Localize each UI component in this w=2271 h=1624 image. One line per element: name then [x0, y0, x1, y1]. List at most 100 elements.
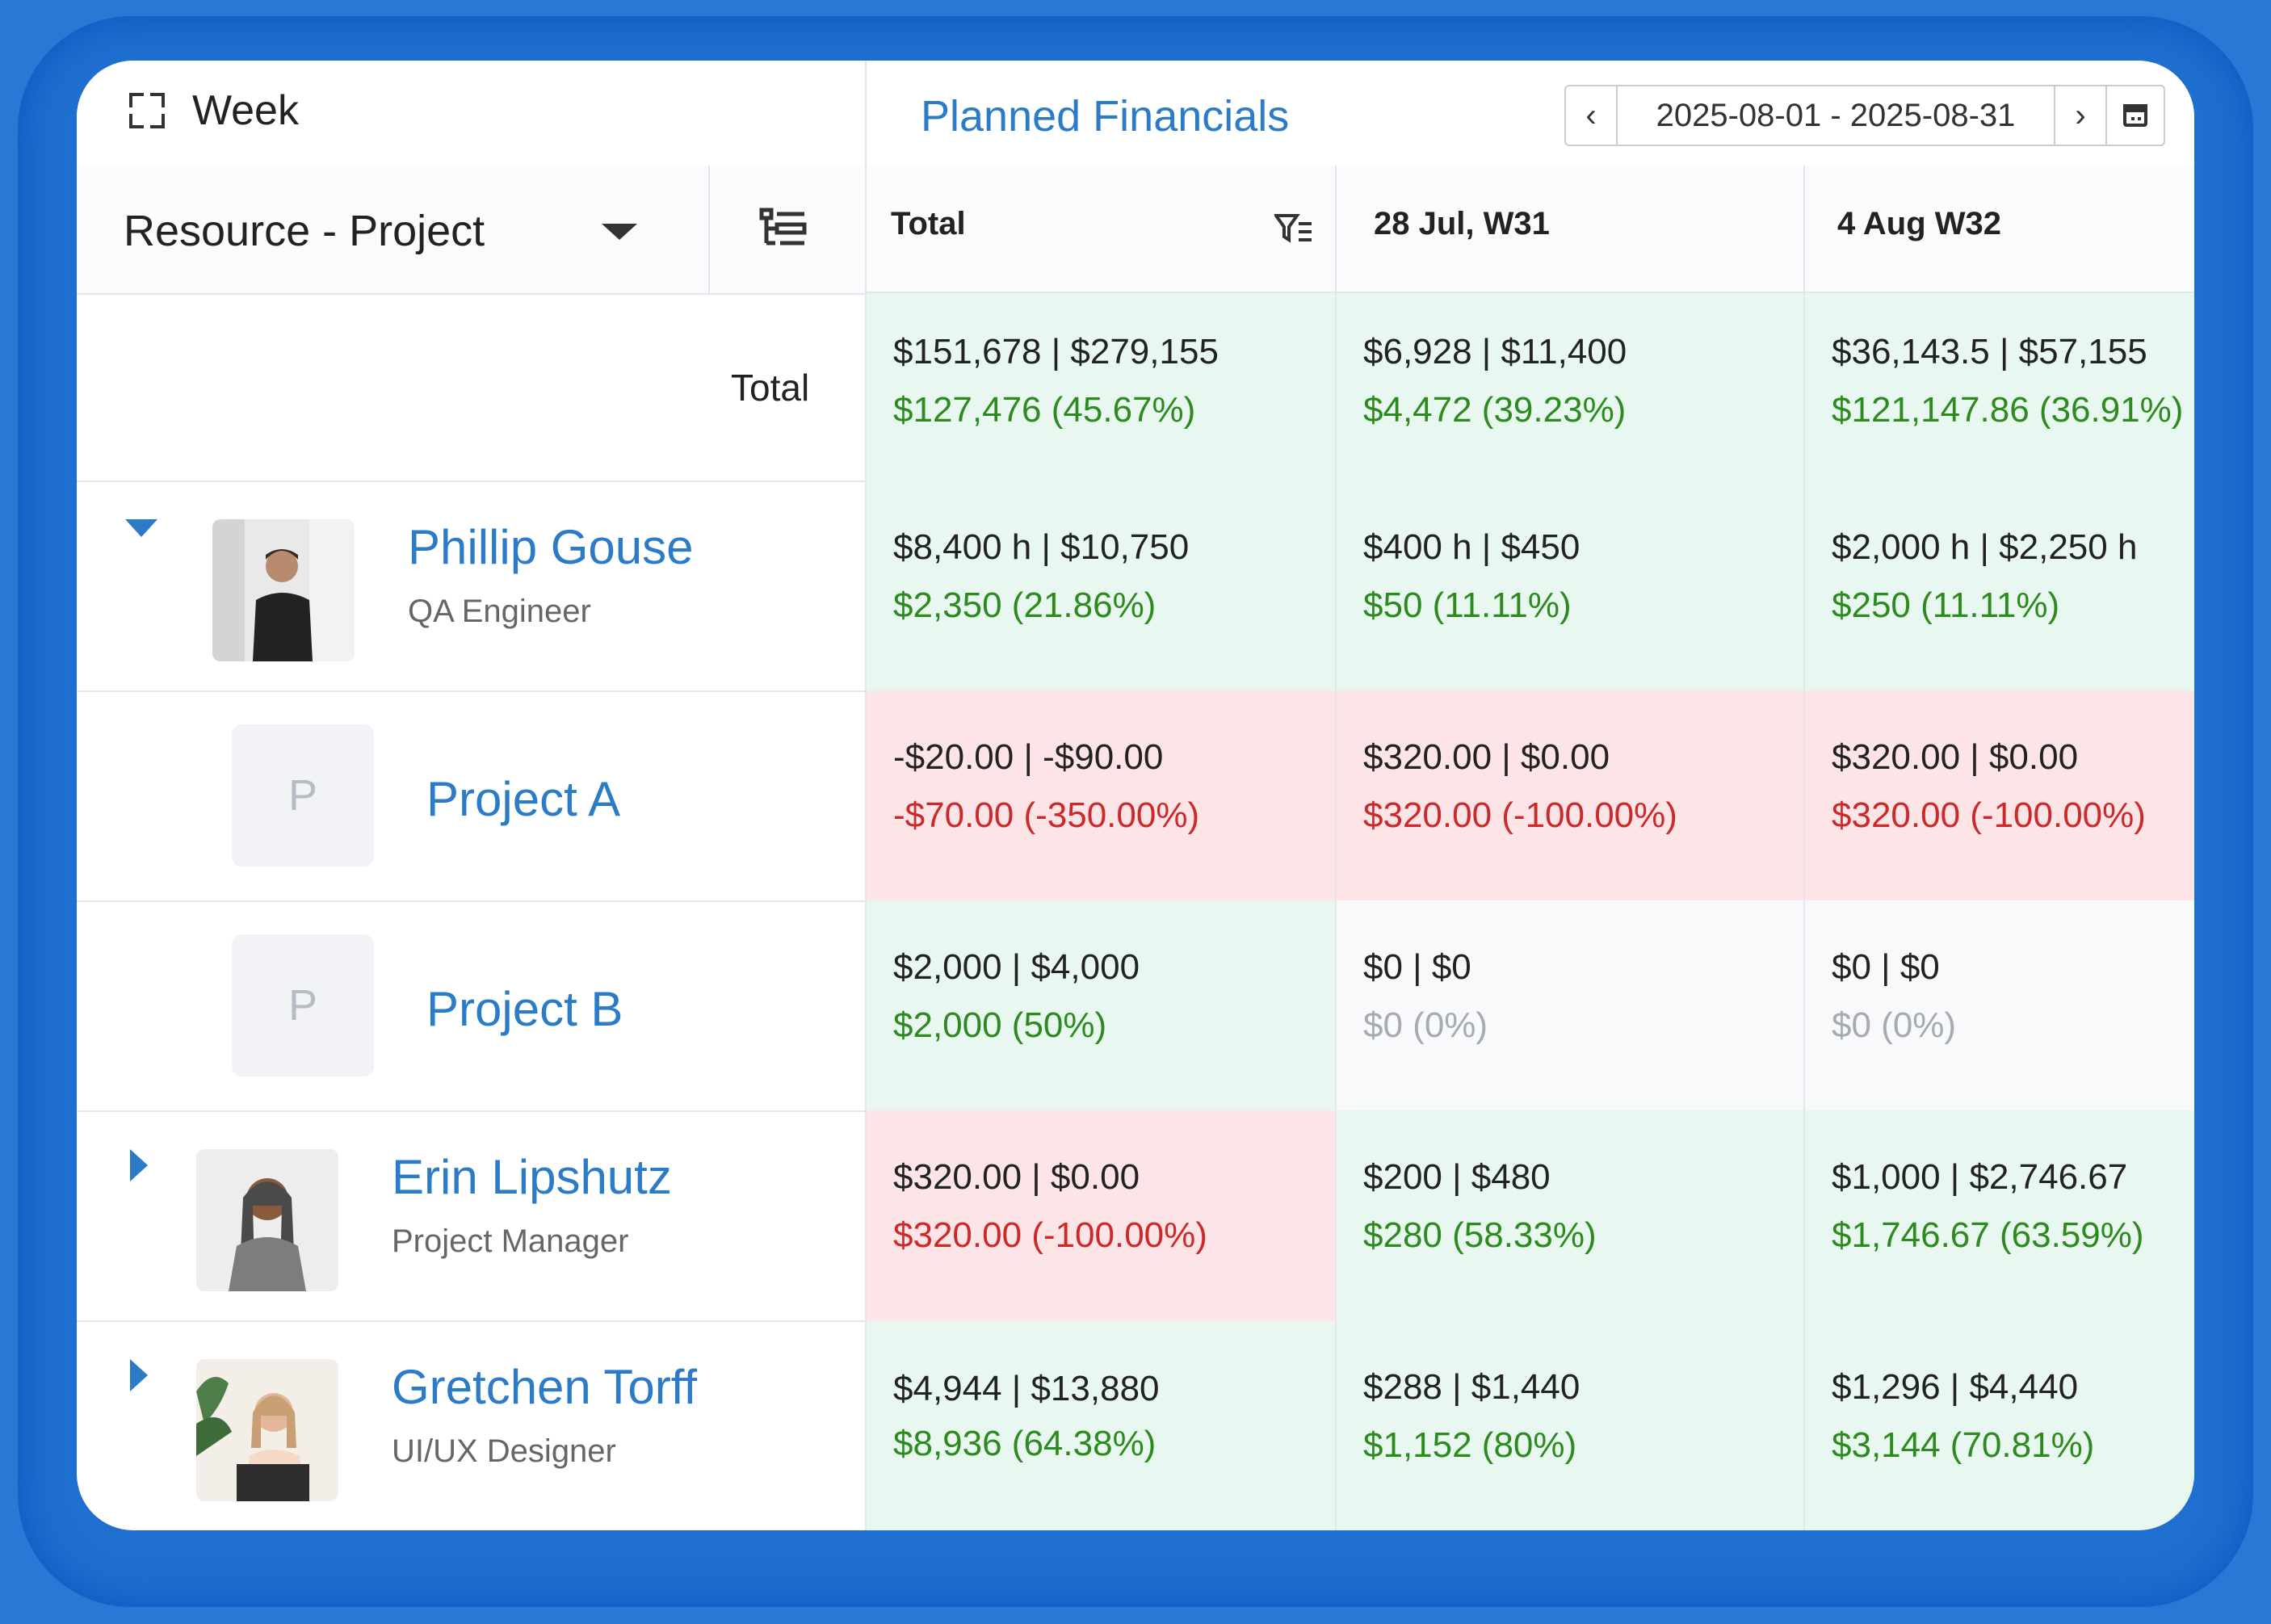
total-cell[interactable]: $320.00 | $0.00 $320.00 (-100.00%)	[865, 1110, 1335, 1320]
cost-revenue: $1,000 | $2,746.67	[1832, 1157, 2128, 1197]
column-header-total[interactable]: Total	[865, 166, 1335, 293]
profit-margin: $127,476 (45.67%)	[893, 390, 1196, 430]
profit-margin: $0 (0%)	[1832, 1005, 1957, 1045]
profit-margin: $121,147.86 (36.91%)	[1832, 390, 2184, 430]
column-header-label: Total	[891, 206, 966, 241]
date-range-picker[interactable]: ‹ 2025-08-01 - 2025-08-31 ›	[1564, 85, 2165, 146]
profit-margin: $250 (11.11%)	[1832, 585, 2060, 625]
resource-role: Project Manager	[392, 1223, 629, 1259]
profit-margin: $1,746.67 (63.59%)	[1832, 1215, 2144, 1255]
group-by-header: Resource - Project	[77, 166, 865, 295]
expand-row-icon[interactable]	[130, 1149, 148, 1181]
calendar-button[interactable]	[2105, 86, 2164, 145]
cost-revenue: $320.00 | $0.00	[893, 1157, 1140, 1197]
week-cell[interactable]: $1,000 | $2,746.67 $1,746.67 (63.59%)	[1803, 1110, 2194, 1320]
profit-margin: $2,350 (21.86%)	[893, 585, 1156, 625]
project-row: P Project A -$20.00 | -$90.00 -$70.00 (-…	[77, 690, 2194, 902]
expand-icon[interactable]	[129, 93, 165, 128]
project-name[interactable]: Project A	[426, 772, 621, 826]
profit-margin: $320.00 (-100.00%)	[1832, 795, 2146, 835]
resource-role: UI/UX Designer	[392, 1433, 616, 1469]
week-cell[interactable]: $320.00 | $0.00 $320.00 (-100.00%)	[1335, 690, 1803, 900]
expand-row-icon[interactable]	[130, 1359, 148, 1391]
resource-name[interactable]: Erin Lipshutz	[392, 1150, 672, 1204]
divider	[865, 61, 867, 166]
cost-revenue: $8,400 h | $10,750	[893, 527, 1190, 567]
column-header-week-32[interactable]: 4 Aug W32	[1803, 166, 2194, 293]
total-cell[interactable]: $4,944 | $13,880 $8,936 (64.38%)	[865, 1320, 1335, 1530]
column-header-week-31[interactable]: 28 Jul, W31	[1335, 166, 1803, 293]
week-cell[interactable]: $36,143.5 | $57,155 $121,147.86 (36.91%)	[1803, 293, 2194, 480]
divider	[708, 166, 710, 293]
resource-role: QA Engineer	[408, 594, 591, 629]
profit-margin: $0 (0%)	[1363, 1005, 1488, 1045]
column-header-label: 4 Aug W32	[1837, 206, 2001, 241]
profit-margin: $3,144 (70.81%)	[1832, 1425, 2095, 1465]
project-name[interactable]: Project B	[426, 982, 623, 1036]
avatar	[196, 1149, 338, 1291]
week-cell[interactable]: $0 | $0 $0 (0%)	[1335, 900, 1803, 1110]
financials-panel: Week Planned Financials ‹ 2025-08-01 - 2…	[77, 61, 2194, 1530]
avatar	[212, 519, 355, 661]
profit-margin: $320.00 (-100.00%)	[1363, 795, 1677, 835]
cost-revenue: $288 | $1,440	[1363, 1367, 1580, 1407]
total-cell[interactable]: $8,400 h | $10,750 $2,350 (21.86%)	[865, 480, 1335, 690]
cost-revenue: $200 | $480	[1363, 1157, 1551, 1197]
toolbar: Week Planned Financials ‹ 2025-08-01 - 2…	[77, 61, 2194, 167]
profit-margin: $50 (11.11%)	[1363, 585, 1572, 625]
resource-row: Phillip Gouse QA Engineer $8,400 h | $10…	[77, 480, 2194, 692]
project-badge: P	[232, 724, 374, 867]
date-range-field[interactable]: 2025-08-01 - 2025-08-31	[1616, 86, 2055, 145]
profit-margin: $2,000 (50%)	[893, 1005, 1107, 1045]
cost-revenue: $2,000 | $4,000	[893, 947, 1140, 987]
week-cell[interactable]: $6,928 | $11,400 $4,472 (39.23%)	[1335, 293, 1803, 480]
week-cell[interactable]: $1,296 | $4,440 $3,144 (70.81%)	[1803, 1320, 2194, 1530]
tree-view-icon[interactable]	[759, 208, 808, 250]
week-cell[interactable]: $320.00 | $0.00 $320.00 (-100.00%)	[1803, 690, 2194, 900]
caret-down-icon[interactable]	[602, 224, 637, 240]
total-cell[interactable]: $151,678 | $279,155 $127,476 (45.67%)	[865, 293, 1335, 480]
group-by-select[interactable]: Resource - Project	[124, 207, 485, 255]
profit-margin: $8,936 (64.38%)	[893, 1424, 1156, 1463]
cost-revenue: $320.00 | $0.00	[1832, 737, 2079, 777]
cost-revenue: $0 | $0	[1363, 947, 1471, 987]
week-cell[interactable]: $2,000 h | $2,250 h $250 (11.11%)	[1803, 480, 2194, 690]
cost-revenue: $1,296 | $4,440	[1832, 1367, 2079, 1407]
resource-row: Gretchen Torff UI/UX Designer $4,944 | $…	[77, 1320, 2194, 1530]
profit-margin: $320.00 (-100.00%)	[893, 1215, 1207, 1255]
profit-margin: -$70.00 (-350.00%)	[893, 795, 1200, 835]
profit-margin: $1,152 (80%)	[1363, 1425, 1577, 1465]
avatar	[196, 1359, 338, 1501]
cost-revenue: $6,928 | $11,400	[1363, 332, 1627, 371]
filter-icon[interactable]	[1274, 212, 1313, 245]
cost-revenue: $4,944 | $13,880	[893, 1369, 1160, 1408]
view-mode-label[interactable]: Week	[192, 87, 299, 134]
collapse-icon[interactable]	[125, 519, 157, 537]
total-row: Total $151,678 | $279,155 $127,476 (45.6…	[77, 293, 2194, 482]
week-cell[interactable]: $0 | $0 $0 (0%)	[1803, 900, 2194, 1110]
resource-name[interactable]: Gretchen Torff	[392, 1360, 697, 1414]
profit-margin: $4,472 (39.23%)	[1363, 390, 1627, 430]
view-mode-control[interactable]: Week	[129, 86, 299, 135]
cost-revenue: $151,678 | $279,155	[893, 332, 1219, 371]
chevron-left-icon: ‹	[1585, 97, 1597, 133]
total-cell[interactable]: $2,000 | $4,000 $2,000 (50%)	[865, 900, 1335, 1110]
cost-revenue: $2,000 h | $2,250 h	[1832, 527, 2138, 567]
total-cell[interactable]: -$20.00 | -$90.00 -$70.00 (-350.00%)	[865, 690, 1335, 900]
cost-revenue: $0 | $0	[1832, 947, 1940, 987]
week-cell[interactable]: $288 | $1,440 $1,152 (80%)	[1335, 1320, 1803, 1530]
project-badge: P	[232, 934, 374, 1076]
week-cell[interactable]: $400 h | $450 $50 (11.11%)	[1335, 480, 1803, 690]
prev-period-button[interactable]: ‹	[1566, 86, 1616, 145]
project-row: P Project B $2,000 | $4,000 $2,000 (50%)…	[77, 900, 2194, 1112]
cost-revenue: $400 h | $450	[1363, 527, 1580, 567]
resource-name[interactable]: Phillip Gouse	[408, 520, 694, 574]
profit-margin: $280 (58.33%)	[1363, 1215, 1597, 1255]
cost-revenue: $320.00 | $0.00	[1363, 737, 1610, 777]
cost-revenue: $36,143.5 | $57,155	[1832, 332, 2147, 371]
week-cell[interactable]: $200 | $480 $280 (58.33%)	[1335, 1110, 1803, 1320]
row-label-total: Total	[731, 367, 810, 409]
resource-row: Erin Lipshutz Project Manager $320.00 | …	[77, 1110, 2194, 1322]
next-period-button[interactable]: ›	[2055, 86, 2105, 145]
column-header-label: 28 Jul, W31	[1374, 206, 1550, 241]
